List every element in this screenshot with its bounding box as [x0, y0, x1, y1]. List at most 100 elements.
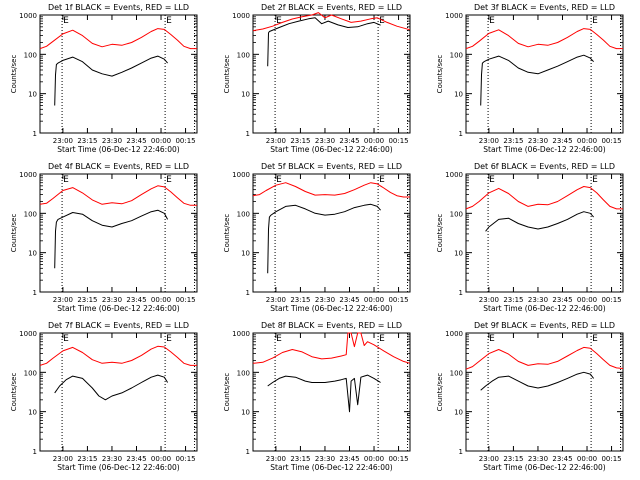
x-axis-label: Start Time (06-Dec-12 22:46:00) [270, 463, 392, 472]
events-series-line [267, 374, 381, 413]
marker-label: E [379, 175, 385, 185]
x-tick-label: 23:15 [77, 455, 97, 463]
x-axis-label: Start Time (06-Dec-12 22:46:00) [483, 145, 605, 154]
x-tick-label: 00:00 [151, 137, 171, 145]
lld-series-line [465, 28, 623, 50]
events-series-line [480, 54, 594, 106]
y-tick-label: 1 [246, 130, 250, 138]
x-tick-label: 23:15 [503, 137, 523, 145]
x-tick-label: 23:00 [53, 455, 73, 463]
y-tick-label: 100 [24, 51, 37, 59]
y-tick-label: 1000 [445, 12, 463, 20]
panel-det-6: Det 6f BLACK = Events, RED = LLD E E 1 10 100… [436, 162, 624, 313]
lld-series-line [39, 185, 197, 206]
x-tick-label: 23:45 [339, 455, 359, 463]
x-tick-label: 23:15 [503, 296, 523, 304]
x-tick-label: 23:00 [266, 455, 286, 463]
lld-series-line [39, 345, 197, 366]
x-tick-label: 23:30 [315, 137, 335, 145]
y-tick-label: 1000 [19, 330, 37, 338]
y-tick-label: 1000 [19, 171, 37, 179]
x-tick-label: 23:15 [290, 455, 310, 463]
y-tick-label: 10 [454, 250, 463, 258]
marker-label: E [379, 334, 385, 344]
y-tick-label: 1 [33, 448, 37, 456]
x-axis-label: Start Time (06-Dec-12 22:46:00) [270, 145, 392, 154]
panel-title: Det 1f BLACK = Events, RED = LLD [48, 3, 189, 12]
y-tick-label: 10 [241, 91, 250, 99]
y-tick-label: 10 [28, 409, 37, 417]
panel-det-5: Det 5f BLACK = Events, RED = LLD E E 1 10 100… [223, 162, 411, 313]
x-tick-label: 23:00 [479, 137, 499, 145]
x-tick-label: 00:00 [364, 137, 384, 145]
x-tick-label: 23:30 [528, 296, 548, 304]
x-tick-label: 23:30 [102, 455, 122, 463]
y-tick-label: 10 [454, 91, 463, 99]
plot-frame [252, 14, 411, 134]
panel-det-9: Det 9f BLACK = Events, RED = LLD E E 1 10 100… [436, 321, 624, 472]
plot-frame [39, 332, 198, 452]
x-tick-label: 00:15 [601, 137, 621, 145]
y-axis-label: Counts/sec [223, 55, 231, 94]
x-tick-label: 23:30 [315, 455, 335, 463]
marker-label: E [489, 175, 495, 185]
events-series-line [54, 209, 169, 269]
x-tick-label: 23:45 [126, 137, 146, 145]
x-tick-label: 00:15 [175, 296, 195, 304]
y-tick-label: 1000 [19, 12, 37, 20]
x-tick-label: 00:00 [577, 455, 597, 463]
y-axis-label: Counts/sec [223, 214, 231, 253]
x-tick-label: 00:00 [577, 137, 597, 145]
events-series-line [267, 203, 381, 274]
lld-series-line [252, 12, 411, 32]
plot-frame [465, 14, 624, 134]
x-tick-label: 23:30 [102, 137, 122, 145]
panel-title: Det 6f BLACK = Events, RED = LLD [474, 162, 615, 171]
y-tick-label: 100 [237, 51, 250, 59]
y-tick-label: 1 [459, 448, 463, 456]
marker-label: E [166, 16, 172, 26]
y-axis-label: Counts/sec [436, 214, 444, 253]
x-tick-label: 23:15 [503, 455, 523, 463]
marker-label: E [276, 175, 282, 185]
x-tick-label: 00:15 [601, 455, 621, 463]
x-tick-label: 23:45 [126, 296, 146, 304]
x-tick-label: 23:45 [552, 137, 572, 145]
x-tick-label: 23:00 [266, 137, 286, 145]
x-tick-label: 00:00 [577, 296, 597, 304]
y-tick-label: 1000 [232, 330, 250, 338]
x-tick-label: 23:15 [77, 137, 97, 145]
marker-label: E [166, 334, 172, 344]
x-tick-label: 23:45 [339, 137, 359, 145]
panel-det-7: Det 7f BLACK = Events, RED = LLD E E 1 10 100… [10, 321, 198, 472]
y-tick-label: 100 [24, 210, 37, 218]
lld-series-line [465, 346, 624, 370]
y-axis-label: Counts/sec [436, 55, 444, 94]
x-tick-label: 00:15 [388, 455, 408, 463]
panel-title: Det 8f BLACK = Events, RED = LLD [261, 321, 402, 330]
events-series-line [54, 374, 169, 401]
x-tick-label: 00:15 [388, 137, 408, 145]
y-tick-label: 1000 [445, 171, 463, 179]
y-tick-label: 1 [246, 448, 250, 456]
panel-det-4: Det 4f BLACK = Events, RED = LLD E E 1 10 100… [10, 162, 198, 313]
y-tick-label: 100 [450, 51, 463, 59]
x-tick-label: 00:15 [175, 455, 195, 463]
marker-label: E [592, 175, 598, 185]
marker-label: E [63, 16, 69, 26]
events-series-line [54, 55, 168, 106]
x-tick-label: 23:30 [102, 296, 122, 304]
x-axis-label: Start Time (06-Dec-12 22:46:00) [57, 145, 179, 154]
lld-series-line [252, 332, 411, 364]
y-tick-label: 100 [237, 210, 250, 218]
x-tick-label: 23:45 [126, 455, 146, 463]
marker-label: E [489, 334, 495, 344]
plot-frame [39, 173, 198, 293]
x-tick-label: 00:15 [175, 137, 195, 145]
x-axis-label: Start Time (06-Dec-12 22:46:00) [270, 304, 392, 313]
panel-title: Det 7f BLACK = Events, RED = LLD [48, 321, 189, 330]
x-tick-label: 23:15 [77, 296, 97, 304]
marker-label: E [379, 16, 385, 26]
panel-det-3: Det 3f BLACK = Events, RED = LLD E E 1 10 100… [436, 3, 624, 154]
marker-label: E [489, 16, 495, 26]
